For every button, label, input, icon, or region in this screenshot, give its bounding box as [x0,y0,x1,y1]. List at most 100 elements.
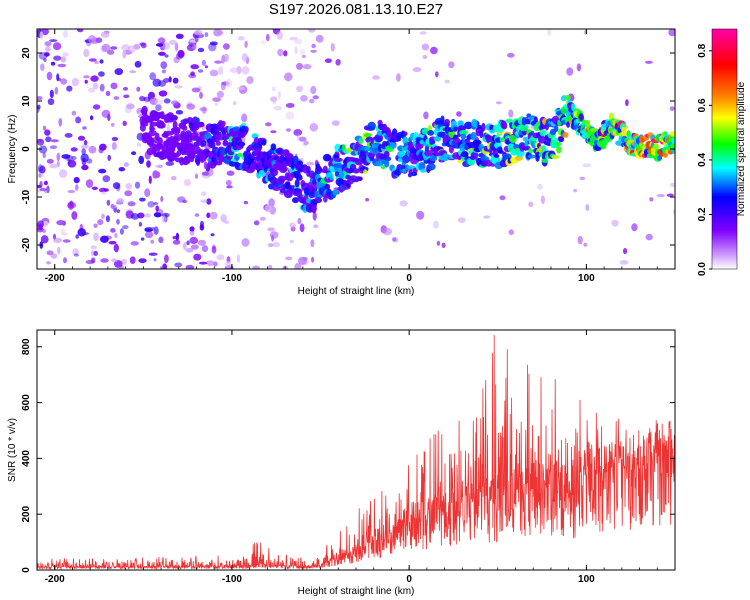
spectrogram-noise-blob [297,217,302,225]
spectrogram-noise-blob [37,96,43,101]
spectrogram-noise-blob [204,65,208,69]
spectrogram-noise-blob [136,142,142,147]
spectrogram-noise-blob [130,213,140,220]
spectrogram-noise-blob [191,87,201,93]
spectrogram-ridge-blob [237,152,243,158]
spectrogram-noise-blob [294,46,298,55]
spectrogram-ridge-blob [653,143,659,151]
spectrogram-noise-blob [209,211,218,220]
spectrogram-noise-blob [416,210,425,220]
spectrogram-ridge-blob [565,94,571,101]
spectrogram-noise-blob [38,165,46,174]
spectrogram-noise-blob [114,232,118,239]
spectrogram-ridge-blob [150,126,156,131]
spectrogram-ridge-blob [313,197,323,204]
spectrogram-noise-blob [312,95,319,100]
spectrogram-ridge-blob [363,133,372,138]
spectrogram-noise-blob [98,71,105,77]
spectrogram-noise-blob [303,140,309,146]
spectrogram-noise-blob [174,42,179,52]
spectrogram-noise-blob [101,109,111,118]
spectrogram-noise-blob [153,258,157,262]
spectrogram-noise-blob [107,154,111,161]
spectrogram-noise-blob [92,82,99,90]
spectrogram-ridge-blob [519,144,525,152]
snr-panel: -200 -100 0 100 0 200 400 600 800 Height of stra… [7,329,676,597]
spectrogram-ridge-blob [172,115,178,121]
spectrogram-noise-blob [88,34,96,44]
spectrogram-noise-blob [38,173,42,178]
spectrogram-noise-blob [175,232,180,241]
spectrogram-ridge-blob [621,126,627,134]
spectrogram-ridge-blob [367,121,376,131]
spectrogram-noise-blob [122,49,127,59]
spectrogram-ridge-blob [444,118,450,126]
spectrogram-noise-blob [50,139,59,143]
spectrogram-noise-blob [70,147,78,152]
spectrogram-noise-blob [113,96,120,100]
spectrogram-noise-blob [528,201,534,208]
spectrogram-noise-blob [507,52,515,58]
spectrogram-noise-blob [313,224,319,229]
spectrogram-ridge-blob [441,142,447,147]
spectrogram-noise-blob [273,105,282,111]
spectrogram-ridge-blob [325,154,332,161]
spectrogram-noise-blob [126,103,135,110]
spectrogram-noise-blob [136,86,141,92]
y-tick-label: 10 [21,95,32,107]
spectrogram-noise-blob [155,171,161,178]
spectrogram-noise-blob [42,125,47,131]
spectrogram-ridge-blob [352,168,360,174]
spectrogram-noise-blob [310,239,315,248]
spectrogram-ridge-blob [143,121,149,127]
spectrogram-noise-blob [138,221,142,227]
spectrogram-noise-blob [218,66,224,75]
spectrogram-noise-blob [267,227,275,232]
spectrogram-noise-blob [160,196,164,202]
spectrogram-noise-blob [270,96,278,103]
spectrogram-noise-blob [200,191,207,196]
spectrogram-noise-blob [37,105,40,113]
spectrogram-noise-blob [38,52,48,60]
spectrogram-noise-blob [204,32,209,38]
spectrogram-noise-blob [272,241,280,248]
spectrogram-noise-blob [631,223,638,232]
spectrogram-noise-blob [183,242,187,251]
spectrogram-noise-blob [37,220,44,228]
spectrogram-noise-blob [383,227,392,236]
spectrogram-noise-blob [192,44,197,50]
spectrogram-noise-blob [119,266,123,269]
y-tick-label: 0 [21,567,32,573]
spectrogram-noise-blob [164,54,169,58]
spectrogram-noise-blob [198,261,208,265]
spectrogram-noise-blob [93,250,98,257]
spectrogram-noise-blob [93,223,98,229]
spectrogram-noise-blob [302,63,312,70]
spectrogram-noise-blob [175,33,184,39]
spectrogram-noise-blob [206,198,212,205]
spectrogram-noise-blob [576,63,582,72]
spectrogram-noise-blob [71,77,79,87]
spectrogram-ridge-blob [671,148,675,154]
spectrogram-noise-blob [75,116,82,124]
spectrogram-ridge-blob [333,157,343,162]
spectrogram-ridge-blob [253,137,260,145]
spectrogram-noise-blob [166,124,171,134]
spectrogram-noise-blob [208,42,217,52]
spectrogram-noise-blob [50,61,56,66]
spectrogram-noise-blob [90,250,95,256]
spectrogram-noise-blob [40,235,49,244]
spectrogram-noise-blob [269,231,279,239]
spectrogram-ridge-blob [486,135,494,145]
spectrogram-ridge-blob [196,122,205,128]
spectrogram-noise-blob [193,30,203,36]
spectrogram-noise-blob [116,209,121,214]
spectrogram-noise-blob [277,48,284,57]
spectrogram-noise-blob [299,223,305,233]
spectrogram-noise-blob [312,211,317,221]
spectrogram-noise-blob [138,155,145,165]
spectrogram-ridge-blob [497,149,504,154]
spectrogram-noise-blob [296,133,301,141]
spectrogram-noise-blob [46,158,54,164]
